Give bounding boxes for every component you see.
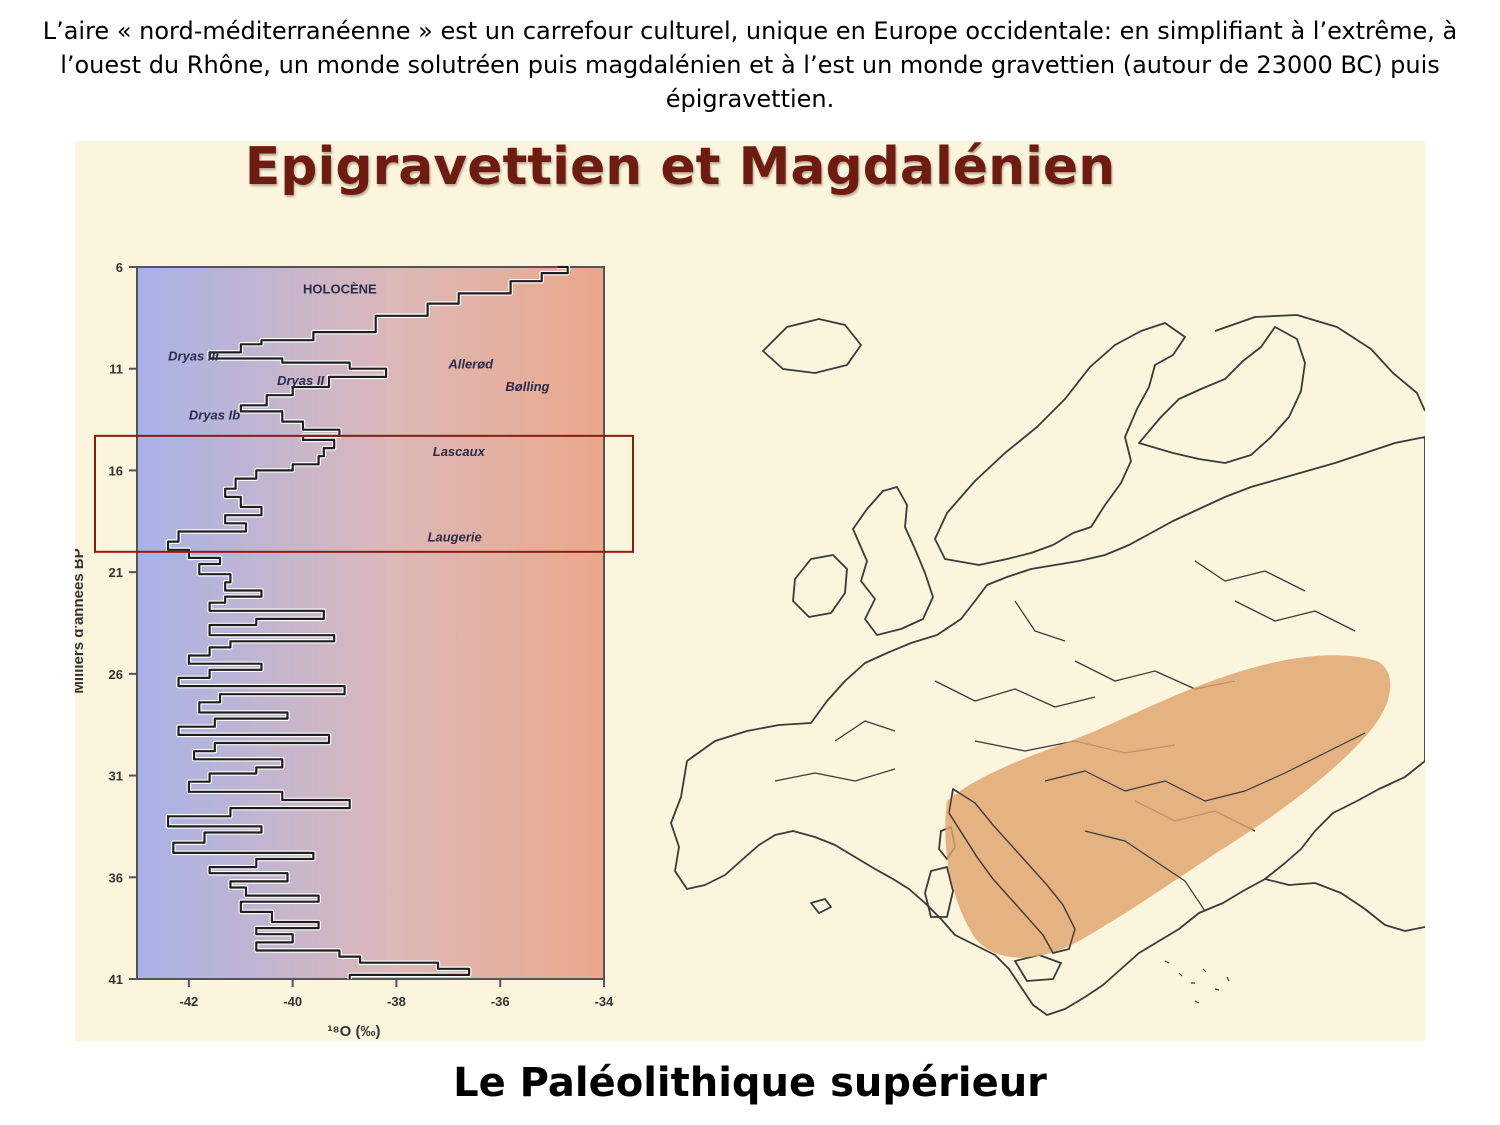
annotation-label: Dryas Ib <box>189 408 240 423</box>
annotation-label: Bølling <box>505 379 549 394</box>
y-axis: 6 11 16 21 26 31 36 41 <box>109 260 137 987</box>
annotation-label: HOLOCÈNE <box>303 281 377 296</box>
y-tick-label: 41 <box>109 972 123 987</box>
x-tick-label: -34 <box>595 994 615 1009</box>
plot-frame <box>136 266 605 980</box>
north-russia-coast <box>1214 314 1425 412</box>
x-tick-label: -42 <box>179 994 198 1009</box>
scandinavia-outline <box>934 322 1186 566</box>
series-line <box>167 265 569 979</box>
x-axis: -42 -40 -38 -36 -34 <box>179 979 614 1009</box>
plot-background <box>137 267 604 979</box>
slide-title: Epigravettien et Magdalénien <box>244 141 1116 197</box>
europe-map <box>670 314 1425 1016</box>
x-tick-label: -40 <box>283 994 302 1009</box>
annotation-label: Dryas III <box>168 349 219 364</box>
y-tick-label: 6 <box>116 260 123 275</box>
annotation-label: Lascaux <box>433 444 486 459</box>
finland-outline <box>1138 326 1306 464</box>
annotation-label: Dryas II <box>277 373 324 388</box>
x-tick-label: -36 <box>491 994 510 1009</box>
annotation-label: Laugerie <box>428 530 482 545</box>
aegean-islands <box>1164 960 1230 1004</box>
ireland-outline <box>792 554 848 618</box>
sicily-outline <box>1014 954 1062 982</box>
black-sea-coast <box>1264 878 1425 932</box>
slide-image: Epigravettien et Magdalénien 6 11 16 21 26 31… <box>75 141 1425 1041</box>
isotope-chart: 6 11 16 21 26 31 36 41 -42 -40 -38 -36 -34 HOLOCÈNE… <box>75 260 634 1040</box>
y-tick-label: 16 <box>109 463 123 478</box>
italy-outline-over-zone <box>948 788 1076 954</box>
annotation-layer: HOLOCÈNE Dryas III Allerød Dryas II Bølling D… <box>168 281 549 544</box>
x-tick-label: -38 <box>387 994 406 1009</box>
iceland-outline <box>762 318 862 374</box>
epigravettian-zone <box>945 655 1391 958</box>
y-tick-label: 36 <box>109 870 123 885</box>
series-layer <box>165 264 570 979</box>
y-tick-label: 31 <box>109 769 123 784</box>
y-tick-label: 11 <box>109 362 123 377</box>
y-tick-label: 26 <box>109 667 123 682</box>
balkan-lines <box>1044 732 1366 912</box>
y-tick-label: 21 <box>109 565 123 580</box>
slide-caption: Le Paléolithique supérieur <box>453 1060 1047 1106</box>
intro-paragraph: L’aire « nord-méditerranéenne » est un c… <box>42 17 1458 113</box>
y-axis-label: Milliers d'années BP <box>75 548 87 693</box>
sardinia-outline <box>924 866 954 918</box>
great-britain-outline <box>852 486 934 636</box>
mainland-europe-outline <box>670 436 1425 1016</box>
figure-canvas: 6 11 16 21 26 31 36 41 -42 -40 -38 -36 -34 HOLOCÈNE… <box>75 260 1425 1040</box>
x-axis-label: ¹⁸O (‰) <box>328 1023 381 1040</box>
annotation-label: Allerød <box>447 357 494 372</box>
balearics-outline <box>810 898 832 914</box>
highlight-box <box>94 434 634 553</box>
